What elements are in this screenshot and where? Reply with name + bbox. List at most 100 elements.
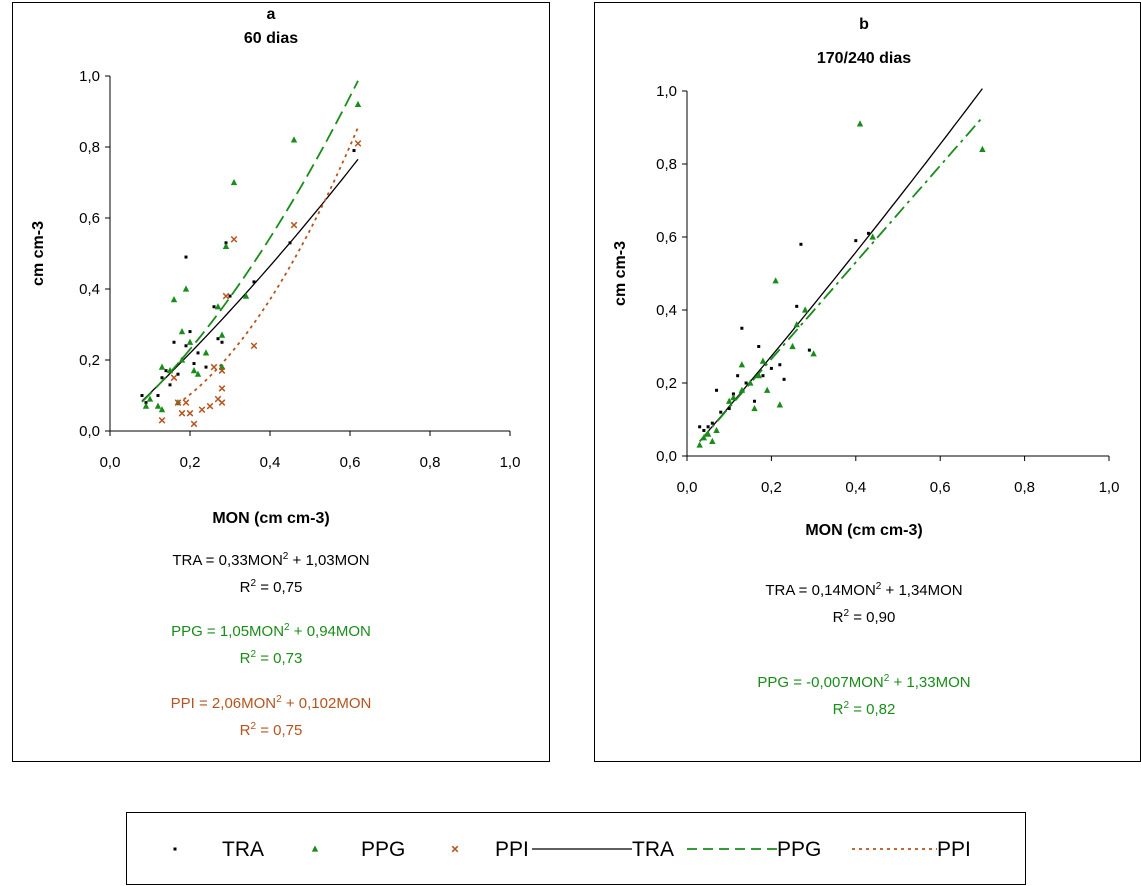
data-point-tra [220,340,224,344]
data-point-ppi [250,342,258,350]
r-squared-ppi: R2 = 0,75 [240,721,303,739]
data-point-tra [168,383,172,387]
x-axis-label: MON (cm cm-3) [805,522,922,539]
data-point-ppi [210,363,218,371]
chart-a-svg: a 60 dias 0,0 0,2 0,4 0,6 0,8 1,0 0,0 0,2 0,4 0,6 0,… [30,6,520,739]
data-point-tra [866,231,870,235]
equation-ppg: PPG = -0,007MON2 + 1,33MON [757,673,970,691]
data-point-ppg [751,404,758,412]
data-point-tra [184,255,188,259]
data-point-tra [176,372,180,376]
data-point-tra [736,374,740,378]
r-squared-tra: R2 = 0,75 [240,578,303,596]
data-point-ppg [142,402,150,409]
data-point-ppg [186,338,194,345]
y-tick-label: 0,4 [79,281,100,298]
data-point-ppg [709,437,716,444]
data-point-ppi [186,409,194,417]
series-tra [140,149,356,405]
data-point-tra [710,421,714,425]
data-point-tra [172,340,176,344]
data-point-ppg [700,434,708,441]
data-point-ppi [190,420,198,428]
data-point-tra [196,351,200,355]
data-point-tra [216,337,220,341]
data-point-tra [727,407,731,411]
fit-line-ppi [177,127,359,405]
chart-b-svg: b 170/240 dias 0,0 0,2 0,4 0,6 0,8 1,0 0,0 0,2 0,4… [612,16,1120,718]
data-point-ppg [789,342,796,350]
legend-marker-ppi [451,845,459,853]
data-point-ppg [759,357,767,364]
data-point-tra [184,344,188,348]
y-tick-label: 0,2 [656,375,677,392]
legend-label-tra: TRA [222,838,264,861]
data-point-ppg [154,402,162,409]
fit-line-ppg [141,80,359,403]
data-point-tra [192,362,196,366]
data-point-ppg [214,303,222,310]
data-point-ppg [178,356,186,363]
data-point-tra [731,392,735,396]
x-tick-label: 0,4 [260,454,281,471]
legend-marker-tra [173,847,177,851]
data-point-ppi [290,221,298,229]
data-point-ppg [190,367,198,374]
y-tick-label: 0,2 [79,352,100,369]
x-tick-label: 0,0 [677,479,698,496]
data-point-tra [160,376,164,380]
legend-marker-ppg [311,845,319,852]
x-tick-label: 1,0 [1099,479,1120,496]
data-point-tra [769,366,773,370]
data-point-ppi [198,406,206,414]
r-squared-ppg: R2 = 0,73 [240,649,303,667]
chart-panel-a: a 60 dias 0,0 0,2 0,4 0,6 0,8 1,0 0,0 0,2 0,4 0,6 0,… [12,2,550,762]
data-point-ppi [170,374,178,382]
data-point-ppg [726,397,733,404]
data-point-ppi [178,409,186,417]
data-point-ppg [738,361,746,368]
data-point-tra [702,428,706,432]
y-tick-label: 0,4 [656,302,677,319]
data-point-ppg [738,386,746,393]
fit-line-tra [141,158,359,402]
data-point-tra [761,374,765,378]
legend-label-ppg: PPG [777,838,821,861]
data-point-ppg [290,136,298,143]
legend-label-ppi: PPI [495,838,529,861]
data-point-ppg [869,233,876,240]
data-point-ppg [763,386,771,393]
fit-line-ppg [699,116,984,442]
y-tick-label: 0,8 [79,139,100,156]
data-point-ppg [696,441,703,448]
panel-letter: a [267,6,276,23]
data-point-ppi [218,367,226,374]
y-tick-label: 0,6 [656,229,677,246]
y-tick-label: 0,6 [79,210,100,227]
data-point-tra [757,345,761,348]
panel-letter: b [859,16,869,33]
data-point-tra [854,239,858,243]
data-point-ppg [166,367,174,374]
series-ppi [158,140,362,428]
data-point-ppi [206,402,214,410]
r-squared-tra: R2 = 0,90 [833,608,896,626]
data-point-tra [288,241,292,245]
data-point-tra [740,326,744,330]
data-point-tra [715,388,719,392]
data-point-ppg [218,331,226,338]
x-tick-label: 0,8 [420,454,441,471]
data-point-tra [252,280,256,284]
data-point-tra [744,381,748,385]
chart-title: 60 dias [244,30,298,47]
data-point-ppg [158,363,166,370]
data-point-tra [799,242,803,246]
data-point-tra [156,394,160,397]
data-point-ppg [182,285,190,292]
data-point-tra [204,365,208,369]
data-point-tra [719,410,723,414]
data-point-tra [698,425,702,429]
x-tick-label: 0,2 [761,479,782,496]
data-point-tra [807,348,811,352]
data-point-ppi [218,385,226,392]
